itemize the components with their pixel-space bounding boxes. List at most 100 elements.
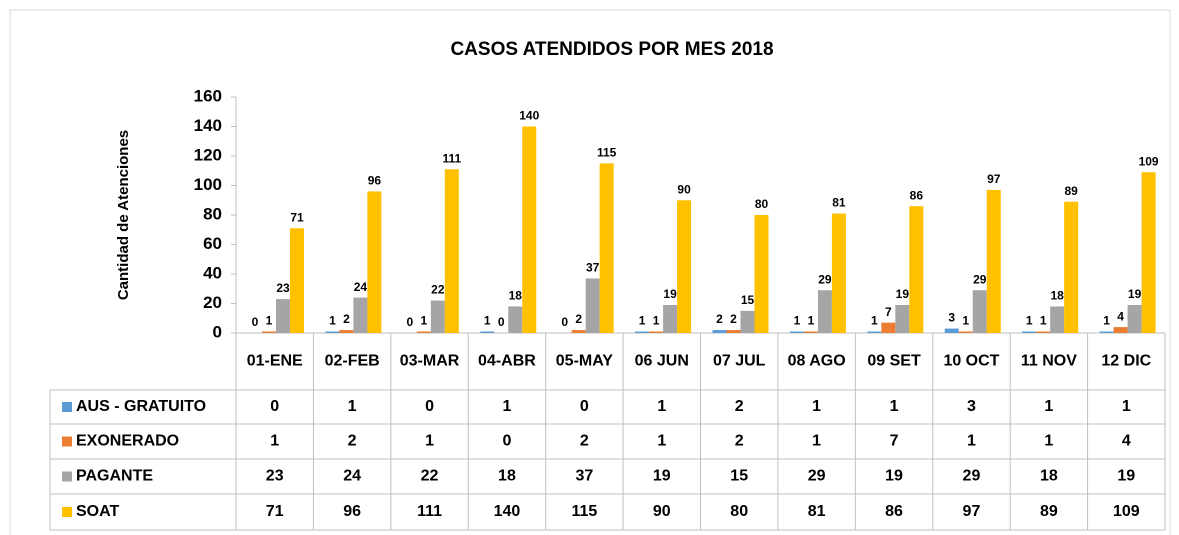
bar <box>1113 327 1128 333</box>
table-cell: 29 <box>808 468 826 485</box>
data-label: 2 <box>730 312 737 326</box>
legend-label: SOAT <box>76 503 119 520</box>
table-cell: 1 <box>1122 398 1131 415</box>
table-cell: 1 <box>967 433 976 450</box>
data-label: 22 <box>431 283 445 297</box>
bar <box>571 330 586 333</box>
bar <box>522 126 537 333</box>
data-label: 1 <box>639 314 646 328</box>
bar <box>585 278 600 333</box>
bar <box>635 331 650 333</box>
legend-key <box>62 436 72 447</box>
table-cell: 4 <box>1122 433 1131 450</box>
legend-key <box>62 507 72 517</box>
table-cell: 0 <box>503 433 512 450</box>
bar <box>789 331 804 333</box>
x-tick-label: 02-FEB <box>325 353 380 370</box>
data-label: 1 <box>808 314 815 328</box>
data-label: 2 <box>716 312 723 326</box>
data-label: 1 <box>329 314 336 328</box>
x-tick-label: 12 DIC <box>1101 353 1151 370</box>
table-cell: 86 <box>885 503 903 520</box>
data-label: 0 <box>406 315 413 329</box>
table-cell: 96 <box>343 503 361 520</box>
table-cell: 1 <box>1044 398 1053 415</box>
table-cell: 81 <box>808 503 826 520</box>
bar <box>444 169 459 333</box>
x-tick-label: 07 JUL <box>713 353 766 370</box>
data-label: 1 <box>794 314 801 328</box>
data-label: 19 <box>663 287 677 301</box>
bar <box>416 331 431 333</box>
table-cell: 2 <box>735 398 744 415</box>
data-label: 18 <box>509 289 523 303</box>
y-axis-label: Cantidad de Atenciones <box>115 130 132 300</box>
table-cell: 0 <box>270 398 279 415</box>
bar <box>986 189 1001 333</box>
table-cell: 97 <box>963 503 981 520</box>
data-label: 1 <box>653 314 660 328</box>
bar <box>972 290 987 333</box>
bar <box>290 228 304 333</box>
table-cell: 2 <box>580 433 589 450</box>
data-label: 90 <box>677 182 691 196</box>
data-label: 115 <box>597 146 617 160</box>
x-tick-label: 01-ENE <box>247 353 303 370</box>
table-cell: 0 <box>425 398 434 415</box>
data-label: 7 <box>885 305 892 319</box>
x-tick-label: 10 OCT <box>943 353 999 370</box>
bar <box>508 306 523 333</box>
table-cell: 71 <box>266 503 284 520</box>
x-tick-label: 06 JUN <box>635 353 689 370</box>
data-label: 23 <box>276 281 290 295</box>
y-tick-label: 160 <box>194 86 222 105</box>
table-cell: 18 <box>1040 468 1058 485</box>
chart-title: CASOS ATENDIDOS POR MES 2018 <box>450 39 773 60</box>
legend-label: AUS - GRATUITO <box>76 398 206 415</box>
data-label: 97 <box>987 172 1001 186</box>
data-label: 18 <box>1050 289 1064 303</box>
y-tick-label: 100 <box>194 175 222 194</box>
bar <box>944 328 959 333</box>
legend-label: EXONERADO <box>76 433 179 450</box>
table-cell: 1 <box>1044 433 1053 450</box>
chart-frame <box>9 9 1171 535</box>
bar <box>895 304 910 333</box>
bar <box>726 330 741 333</box>
table-cell: 29 <box>963 468 981 485</box>
bar <box>480 331 495 333</box>
data-label: 19 <box>896 287 910 301</box>
table-cell: 90 <box>653 503 671 520</box>
table-cell: 1 <box>348 398 357 415</box>
bar <box>367 191 382 333</box>
table-cell: 80 <box>730 503 748 520</box>
table-cell: 7 <box>890 433 899 450</box>
data-label: 1 <box>420 314 427 328</box>
bar <box>339 330 354 333</box>
y-tick-label: 80 <box>203 204 222 223</box>
table-cell: 24 <box>343 468 361 485</box>
bar <box>1127 304 1142 333</box>
data-label: 140 <box>519 109 539 123</box>
table-cell: 2 <box>735 433 744 450</box>
data-label: 89 <box>1064 184 1078 198</box>
table-cell: 2 <box>348 433 357 450</box>
bar <box>1099 331 1114 333</box>
data-label: 2 <box>575 312 582 326</box>
data-label: 81 <box>832 196 846 210</box>
x-tick-label: 04-ABR <box>478 353 536 370</box>
data-label: 15 <box>741 293 755 307</box>
data-label: 1 <box>266 314 273 328</box>
table-cell: 89 <box>1040 503 1058 520</box>
data-label: 37 <box>586 261 600 275</box>
legend-key <box>62 402 72 412</box>
data-label: 0 <box>252 315 259 329</box>
table-cell: 140 <box>494 503 521 520</box>
data-label: 80 <box>755 197 769 211</box>
table-cell: 1 <box>503 398 512 415</box>
data-label: 4 <box>1117 309 1124 323</box>
data-label: 1 <box>962 314 969 328</box>
data-label: 71 <box>290 210 304 224</box>
table-cell: 109 <box>1113 503 1140 520</box>
